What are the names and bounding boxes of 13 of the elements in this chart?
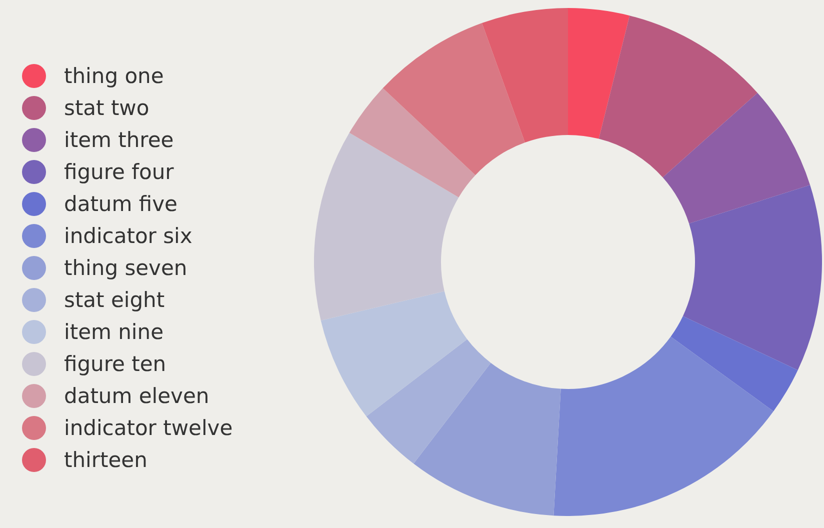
legend-label: thirteen xyxy=(64,448,148,472)
legend-label: thing seven xyxy=(64,256,188,280)
legend-label: item nine xyxy=(64,320,164,344)
legend-label: datum five xyxy=(64,192,178,216)
legend-label: item three xyxy=(64,128,174,152)
legend-label: indicator six xyxy=(64,224,192,248)
legend-label: stat two xyxy=(64,96,150,120)
legend-label: indicator twelve xyxy=(64,416,233,440)
legend-label: figure four xyxy=(64,160,174,184)
legend-label: thing one xyxy=(64,64,164,88)
legend-label: figure ten xyxy=(64,352,166,376)
legend-label: datum eleven xyxy=(64,384,210,408)
legend-label: stat eight xyxy=(64,288,165,312)
